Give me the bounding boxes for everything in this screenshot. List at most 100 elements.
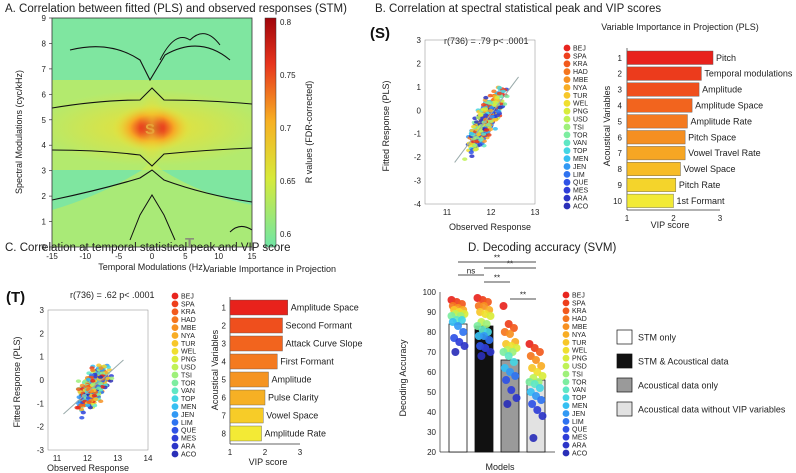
legend-label: USD <box>573 117 588 124</box>
scatter-point <box>470 124 477 129</box>
vip-bar <box>229 389 266 406</box>
decoding-y-tick: 20 <box>427 448 436 457</box>
scatter-point <box>76 395 82 399</box>
vip-bars-c: 1 Amplitude Space 2 Second Formant 3 Attack C… <box>222 297 363 457</box>
x-tick-label: -15 <box>46 252 58 261</box>
scatter-point <box>496 85 503 90</box>
decoding-point <box>509 324 518 332</box>
panel-c-marker: (T) <box>6 289 25 306</box>
scatter-point <box>93 397 99 402</box>
model-legend-label: Acoustical data without VIP variables <box>638 405 786 415</box>
y-tick-label: -2 <box>37 423 45 432</box>
y-tick-label: 0 <box>417 106 422 115</box>
scatter-point <box>462 157 468 161</box>
y-tick-label: 2 <box>42 192 47 201</box>
vip-bar-label: Pulse Clarity <box>268 393 319 403</box>
heatmap-x-label: Temporal Modulations (Hz) <box>98 262 206 272</box>
y-tick-label: -4 <box>414 200 422 209</box>
significance-label: ns <box>467 267 475 276</box>
legend-marker <box>563 44 571 52</box>
legend-marker <box>562 425 570 433</box>
decoding-point <box>499 302 508 310</box>
legend-label: JEN <box>572 411 585 418</box>
scatter-point <box>99 371 106 375</box>
vip-bar <box>229 299 288 316</box>
legend-marker <box>563 147 571 155</box>
scatter-point <box>469 154 475 159</box>
vip-rank: 1 <box>618 54 623 63</box>
significance-label: ** <box>520 291 526 300</box>
legend-label: ACO <box>572 450 588 457</box>
vip-bar-label: Amplitude <box>272 375 312 385</box>
legend-marker <box>563 92 571 99</box>
decoding-point <box>504 352 513 360</box>
legend-marker <box>562 441 570 449</box>
legend-marker <box>171 450 179 458</box>
scatter-point <box>480 103 487 107</box>
legend-label: VAN <box>573 140 587 147</box>
scatter-point <box>86 400 92 405</box>
legend-label: MES <box>573 188 589 195</box>
scatter-point <box>487 108 494 113</box>
scatter-point <box>481 132 487 136</box>
vip-bar <box>626 66 702 81</box>
vip-rank: 7 <box>222 412 227 421</box>
scatter-point <box>78 403 84 408</box>
legend-label: TOP <box>572 395 587 402</box>
vip-bar <box>626 130 686 145</box>
panel-b: B. Correlation at spectral statistical p… <box>370 3 793 232</box>
x-tick-label: 14 <box>144 454 153 463</box>
panel-b-marker: (S) <box>370 25 390 42</box>
scatter-point <box>486 100 492 105</box>
legend-label: MES <box>181 436 197 443</box>
scatter-point <box>75 379 82 383</box>
y-tick-label: 3 <box>42 167 47 176</box>
scatter-point <box>483 107 489 111</box>
y-tick-label: 3 <box>40 306 45 315</box>
legend-label: TUR <box>181 341 195 348</box>
legend-marker <box>563 155 571 163</box>
legend-label: ACO <box>573 203 589 210</box>
vip-x-tick: 2 <box>671 214 676 223</box>
decoding-y-tick: 40 <box>427 408 436 417</box>
vip-bar <box>626 114 688 129</box>
scatter-point <box>492 117 498 122</box>
legend-label: TUR <box>572 340 586 347</box>
decoding-chart: 20 30 40 50 60 70 80 90 100 ** ** ns ** ** <box>423 254 555 457</box>
vip-bar <box>626 82 700 97</box>
legend-label: USD <box>572 364 587 371</box>
scatter-point <box>500 89 506 94</box>
decoding-point <box>535 348 544 356</box>
legend-marker <box>563 131 571 139</box>
scatter-point <box>485 123 491 127</box>
decoding-y-tick: 70 <box>427 348 436 357</box>
scatter-point <box>75 387 82 392</box>
scatter-point <box>472 147 478 152</box>
colorbar-tick-label: 0.6 <box>280 230 292 239</box>
legend-label: USD <box>181 365 196 372</box>
scatter-point <box>98 399 104 404</box>
x-tick-label: 11 <box>53 454 62 463</box>
legend-label: TOP <box>181 396 196 403</box>
decoding-point <box>503 400 512 408</box>
decoding-point <box>457 316 466 324</box>
panel-a: A. Correlation between fitted (PLS) and … <box>5 3 347 272</box>
scatter-c-y-label: Fitted Response (PLS) <box>12 336 22 427</box>
decoding-point <box>486 312 495 320</box>
y-tick-label: 2 <box>40 329 45 338</box>
decoding-point <box>528 400 537 408</box>
decoding-y-tick: 30 <box>427 428 436 437</box>
decoding-point <box>535 384 544 392</box>
legend-marker <box>563 178 571 186</box>
legend-marker <box>171 316 179 324</box>
scatter-point <box>472 143 478 148</box>
colorbar-ticks: 0.6 0.65 0.7 0.75 0.8 <box>280 18 296 239</box>
legend-label: TSI <box>181 372 192 379</box>
colorbar-tick-label: 0.8 <box>280 18 292 27</box>
legend-c: BEJSPAKRAHADMBENYATURWELPNGUSDTSITORVANT… <box>171 292 197 458</box>
heatmap-x-ticks: -15 -10 -5 0 5 10 15 <box>46 247 257 261</box>
vip-b-title-line1: Variable Importance in Projection (PLS) <box>601 22 758 32</box>
y-tick-label: 6 <box>42 90 47 99</box>
scatter-point <box>75 405 81 410</box>
